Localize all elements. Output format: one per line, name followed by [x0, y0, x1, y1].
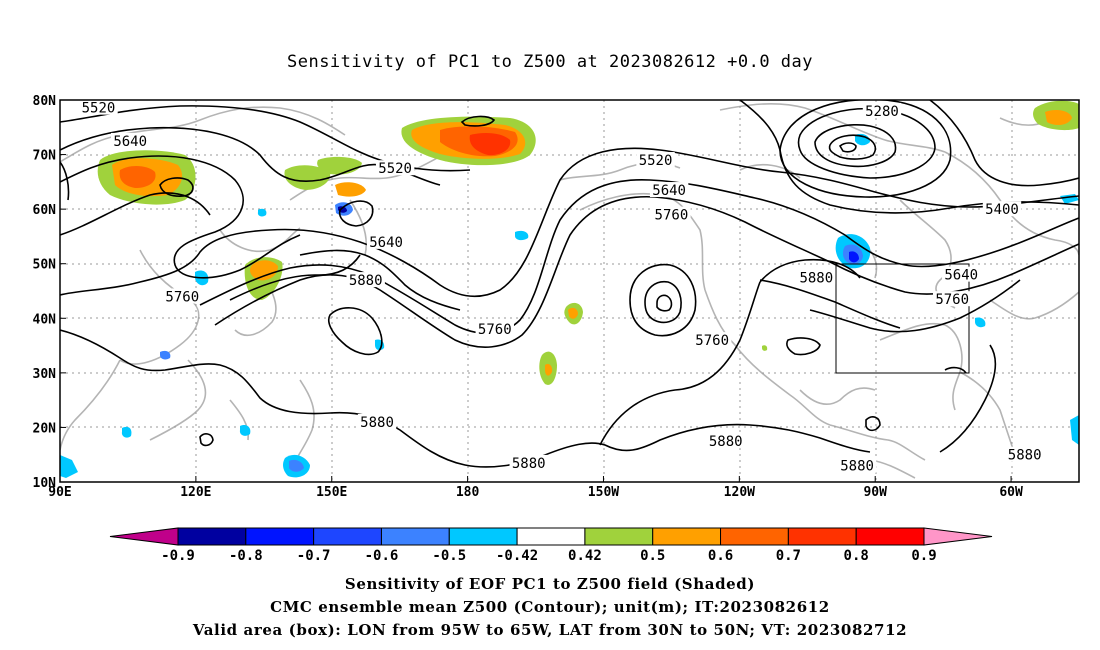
contour-label-bg [509, 454, 548, 470]
colorbar-tick-label: -0.6 [365, 548, 399, 564]
y-tick-label: 80N [33, 94, 57, 109]
contour-label: 5880 [512, 456, 546, 472]
colorbar-box [245, 527, 315, 546]
contour-label-bg [862, 102, 902, 118]
colorbar-box [720, 527, 789, 546]
y-tick-label: 10N [33, 476, 57, 491]
colorbar-tick-label: 0.42 [568, 548, 602, 564]
x-tick-label: 90E [48, 485, 71, 500]
colorbar-tick-label: -0.42 [496, 548, 538, 564]
y-tick-label: 70N [33, 149, 57, 164]
colorbar-max-triangle [923, 527, 993, 546]
contour-labels: 5520 5640 5520 5640 5760 5880 5760 5520 5640 5760… [79, 100, 1044, 475]
y-tick-label: 50N [33, 258, 57, 273]
caption-shaded: Sensitivity of EOF PC1 to Z500 field (Sh… [345, 575, 755, 593]
colorbar-box [787, 527, 857, 546]
contour-label: 5760 [478, 322, 512, 338]
contour-label-bg [346, 272, 385, 288]
contour-label: 5640 [944, 268, 978, 284]
contour-label: 5760 [165, 289, 199, 305]
contour-label-bg [163, 288, 202, 304]
contour-label: 5880 [799, 270, 833, 286]
contour-label-bg [797, 269, 836, 285]
contour-label: 5280 [865, 104, 899, 120]
colorbar-box [177, 527, 247, 546]
contour-label: 5880 [1008, 448, 1042, 464]
colorbar-box [652, 527, 722, 546]
x-tick-label: 150E [316, 485, 347, 500]
contour-label: 5640 [113, 134, 147, 150]
contour-label: 5520 [82, 101, 116, 117]
contour-label-bg [375, 160, 415, 176]
contour-label: 5760 [695, 333, 729, 349]
colorbar-box [584, 527, 654, 546]
contour-label: 5880 [360, 415, 394, 431]
x-tick-label: 120W [724, 485, 755, 500]
contour-label-bg [636, 152, 675, 168]
contour-label: 5640 [652, 183, 686, 199]
contour-label-bg [942, 266, 981, 282]
colorbar-tick-label: 0.9 [911, 548, 936, 564]
valid-area-box [835, 263, 970, 374]
contour-label-bg [110, 132, 150, 148]
contour-label-bg [652, 206, 691, 222]
colorbar-box [516, 527, 586, 546]
x-tick-label: 120E [180, 485, 211, 500]
colorbar-box [855, 527, 925, 546]
contour-label: 5880 [709, 434, 743, 450]
y-axis: 10N 20N 30N 40N 50N 60N 70N 80N [33, 94, 66, 491]
contour-label-bg [366, 233, 406, 249]
colorbar-box [380, 527, 450, 546]
map-frame [59, 99, 1080, 483]
colorbar: -0.9 -0.8 -0.7 -0.6 -0.5 -0.42 0.42 0.5 0.6 0.7 0.… [109, 527, 993, 564]
colorbar-box [313, 527, 382, 546]
x-tick-label: 90W [863, 485, 887, 500]
colorbar-min-triangle [109, 527, 179, 546]
contour-label: 5760 [935, 292, 969, 308]
contour-label-bg [475, 321, 514, 337]
contour-label-bg [692, 332, 732, 348]
x-tick-label: 150W [588, 485, 619, 500]
contour-label-bg [649, 182, 689, 198]
contour-label: 5520 [639, 153, 673, 169]
contour-label: 5760 [655, 208, 689, 224]
contour-label: 5640 [369, 235, 403, 251]
contour-label-bg [1005, 446, 1044, 462]
colorbar-tick-label: -0.8 [229, 548, 263, 564]
y-tick-label: 30N [33, 367, 57, 382]
x-tick-label: 60W [999, 485, 1023, 500]
colorbar-tick-label: 0.5 [640, 548, 665, 564]
chart-title: Sensitivity of PC1 to Z500 at 2023082612… [287, 52, 813, 72]
contour-label-bg [706, 433, 745, 449]
caption-valid-area: Valid area (box): LON from 95W to 65W, L… [192, 621, 907, 639]
x-tick-label: 180 [456, 485, 480, 500]
contour-label: 5880 [349, 273, 383, 289]
colorbar-tick-label: -0.7 [297, 548, 331, 564]
sensitivity-shading [60, 100, 1079, 478]
y-tick-label: 60N [33, 203, 57, 218]
colorbar-tick-label: 0.7 [776, 548, 801, 564]
contour-label-bg [79, 100, 118, 115]
caption-contour: CMC ensemble mean Z500 (Contour); unit(m… [270, 598, 830, 616]
contour-label-bg [837, 457, 877, 473]
contour-label-bg [357, 413, 397, 429]
contour-label: 5880 [840, 459, 874, 475]
colorbar-tick-label: -0.5 [432, 548, 466, 564]
colorbar-box [448, 527, 518, 546]
y-tick-label: 20N [33, 421, 57, 436]
contour-label-bg [932, 291, 972, 307]
colorbar-tick-label: 0.6 [708, 548, 733, 564]
x-axis: 90E 120E 150E 180 150W 120W 90W 60W [48, 476, 1023, 500]
contour-label-bg [982, 201, 1022, 217]
map-panel [60, 100, 1079, 482]
colorbar-tick-label: -0.9 [161, 548, 195, 564]
y-tick-label: 40N [33, 312, 57, 327]
contour-label: 5520 [378, 161, 412, 177]
colorbar-tick-label: 0.8 [844, 548, 869, 564]
contour-label: 5400 [985, 202, 1019, 218]
